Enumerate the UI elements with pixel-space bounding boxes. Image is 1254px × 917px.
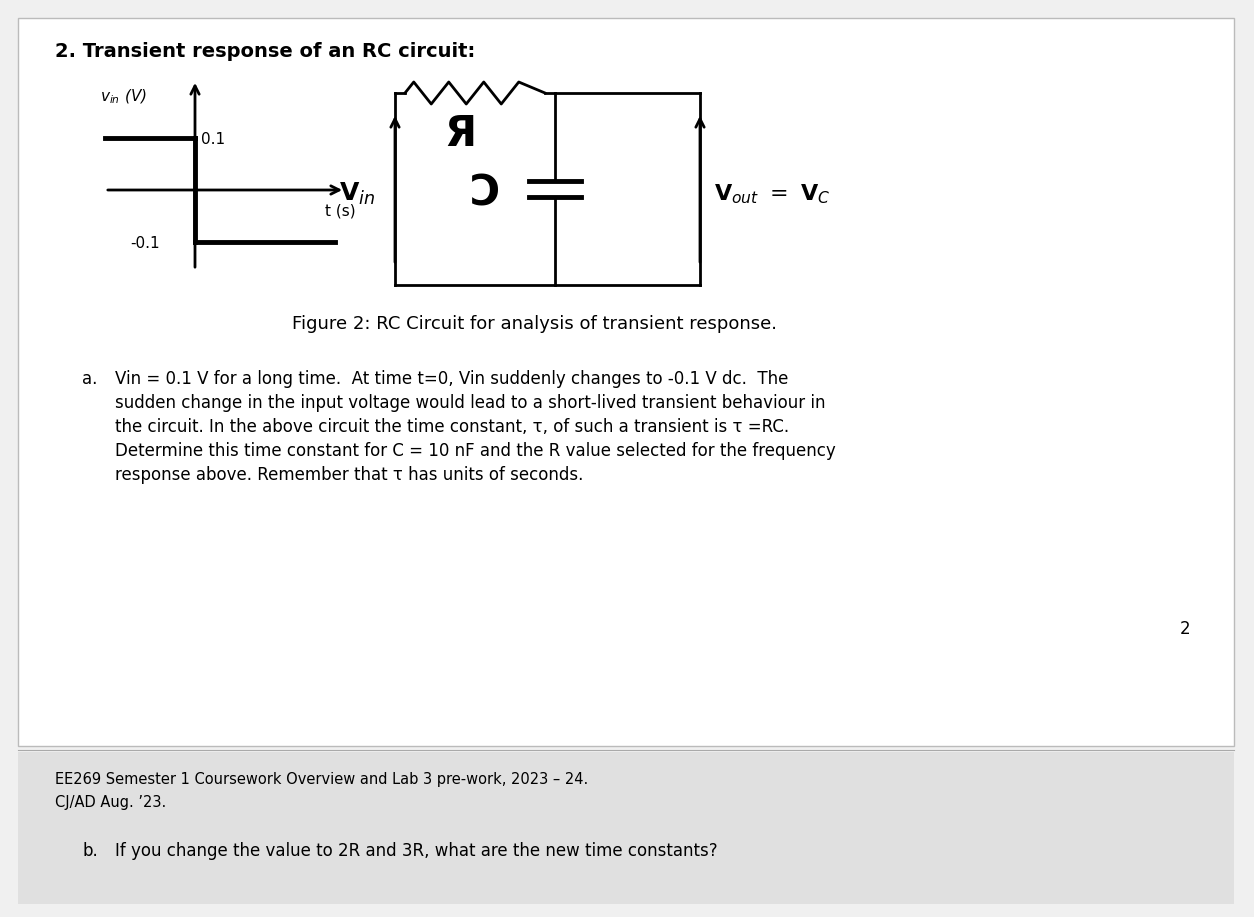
FancyBboxPatch shape (18, 752, 1234, 904)
Text: $\mathbf{V}_{out}$ $=$ $\mathbf{V}_{C}$: $\mathbf{V}_{out}$ $=$ $\mathbf{V}_{C}$ (714, 182, 830, 205)
Text: a.: a. (82, 370, 98, 388)
Text: EE269 Semester 1 Coursework Overview and Lab 3 pre-work, 2023 – 24.: EE269 Semester 1 Coursework Overview and… (55, 772, 588, 787)
Text: t (s): t (s) (325, 204, 355, 219)
Text: b.: b. (82, 842, 98, 860)
Text: -0.1: -0.1 (130, 237, 159, 251)
Text: CJ/AD Aug. ’23.: CJ/AD Aug. ’23. (55, 795, 167, 810)
Text: sudden change in the input voltage would lead to a short-lived transient behavio: sudden change in the input voltage would… (115, 394, 825, 412)
FancyBboxPatch shape (18, 18, 1234, 746)
Text: Figure 2: RC Circuit for analysis of transient response.: Figure 2: RC Circuit for analysis of tra… (292, 315, 777, 333)
Text: $v_{in}$ (V): $v_{in}$ (V) (100, 88, 147, 106)
Text: Determine this time constant for C = 10 nF and the R value selected for the freq: Determine this time constant for C = 10 … (115, 442, 835, 460)
Text: the circuit. In the above circuit the time constant, τ, of such a transient is τ: the circuit. In the above circuit the ti… (115, 418, 789, 436)
Text: 2. Transient response of an RC circuit:: 2. Transient response of an RC circuit: (55, 42, 475, 61)
Text: 2: 2 (1179, 620, 1190, 638)
Text: Vin = 0.1 V for a long time.  At time t=0, Vin suddenly changes to -0.1 V dc.  T: Vin = 0.1 V for a long time. At time t=0… (115, 370, 789, 388)
Text: Ɔ: Ɔ (470, 173, 500, 215)
Text: If you change the value to 2R and 3R, what are the new time constants?: If you change the value to 2R and 3R, wh… (115, 842, 717, 860)
Text: $\mathbf{V}_{in}$: $\mathbf{V}_{in}$ (339, 181, 375, 207)
Text: 0.1: 0.1 (201, 132, 226, 148)
Text: Я: Я (444, 113, 477, 155)
Text: response above. Remember that τ has units of seconds.: response above. Remember that τ has unit… (115, 466, 583, 484)
